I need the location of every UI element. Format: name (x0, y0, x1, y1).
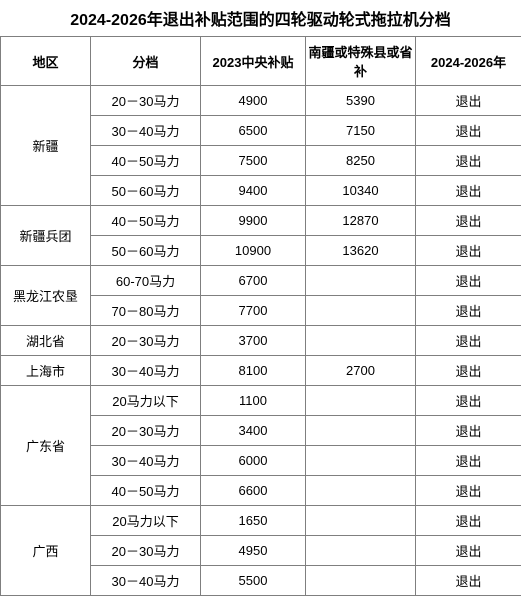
cell-special (306, 296, 416, 326)
cell-tier: 30－40马力 (91, 356, 201, 386)
cell-status: 退出 (416, 146, 521, 176)
cell-status: 退出 (416, 296, 521, 326)
cell-tier: 20马力以下 (91, 386, 201, 416)
cell-central: 9400 (201, 176, 306, 206)
cell-region: 广东省 (1, 386, 91, 506)
cell-status: 退出 (416, 206, 521, 236)
cell-region: 黑龙江农垦 (1, 266, 91, 326)
cell-central: 5500 (201, 566, 306, 596)
cell-tier: 30－40马力 (91, 566, 201, 596)
cell-central: 3700 (201, 326, 306, 356)
cell-special (306, 506, 416, 536)
cell-central: 10900 (201, 236, 306, 266)
header-row: 地区 分档 2023中央补贴 南疆或特殊县或省补 2024-2026年 (1, 37, 521, 86)
cell-central: 8100 (201, 356, 306, 386)
cell-region: 湖北省 (1, 326, 91, 356)
subsidy-table: 地区 分档 2023中央补贴 南疆或特殊县或省补 2024-2026年 新疆20… (0, 36, 521, 596)
cell-status: 退出 (416, 266, 521, 296)
cell-region: 上海市 (1, 356, 91, 386)
cell-status: 退出 (416, 326, 521, 356)
cell-central: 9900 (201, 206, 306, 236)
table-row: 新疆兵团40－50马力990012870退出 (1, 206, 521, 236)
cell-tier: 20－30马力 (91, 86, 201, 116)
cell-tier: 30－40马力 (91, 116, 201, 146)
cell-special: 12870 (306, 206, 416, 236)
header-special: 南疆或特殊县或省补 (306, 37, 416, 86)
cell-status: 退出 (416, 386, 521, 416)
cell-tier: 20－30马力 (91, 416, 201, 446)
cell-tier: 50－60马力 (91, 176, 201, 206)
cell-status: 退出 (416, 176, 521, 206)
table-row: 广西20马力以下1650退出 (1, 506, 521, 536)
cell-special: 2700 (306, 356, 416, 386)
cell-status: 退出 (416, 566, 521, 596)
cell-special (306, 416, 416, 446)
cell-special: 13620 (306, 236, 416, 266)
header-tier: 分档 (91, 37, 201, 86)
cell-special (306, 566, 416, 596)
cell-tier: 70－80马力 (91, 296, 201, 326)
cell-tier: 20马力以下 (91, 506, 201, 536)
cell-special: 5390 (306, 86, 416, 116)
cell-status: 退出 (416, 236, 521, 266)
cell-special (306, 266, 416, 296)
cell-status: 退出 (416, 86, 521, 116)
cell-status: 退出 (416, 506, 521, 536)
cell-region: 新疆兵团 (1, 206, 91, 266)
cell-tier: 40－50马力 (91, 476, 201, 506)
cell-tier: 40－50马力 (91, 146, 201, 176)
cell-central: 3400 (201, 416, 306, 446)
table-row: 黑龙江农垦60-70马力6700退出 (1, 266, 521, 296)
cell-central: 1650 (201, 506, 306, 536)
header-region: 地区 (1, 37, 91, 86)
cell-status: 退出 (416, 476, 521, 506)
table-row: 上海市30－40马力81002700退出 (1, 356, 521, 386)
cell-central: 4900 (201, 86, 306, 116)
cell-central: 1100 (201, 386, 306, 416)
table-row: 广东省20马力以下1100退出 (1, 386, 521, 416)
cell-special (306, 326, 416, 356)
cell-status: 退出 (416, 536, 521, 566)
cell-status: 退出 (416, 416, 521, 446)
cell-region: 广西 (1, 506, 91, 596)
cell-central: 7500 (201, 146, 306, 176)
cell-central: 7700 (201, 296, 306, 326)
cell-special (306, 386, 416, 416)
cell-special (306, 446, 416, 476)
cell-special (306, 476, 416, 506)
table-row: 新疆20－30马力49005390退出 (1, 86, 521, 116)
cell-tier: 50－60马力 (91, 236, 201, 266)
cell-tier: 60-70马力 (91, 266, 201, 296)
cell-central: 4950 (201, 536, 306, 566)
cell-central: 6500 (201, 116, 306, 146)
cell-tier: 20－30马力 (91, 536, 201, 566)
header-status: 2024-2026年 (416, 37, 521, 86)
cell-tier: 40－50马力 (91, 206, 201, 236)
cell-region: 新疆 (1, 86, 91, 206)
header-central: 2023中央补贴 (201, 37, 306, 86)
cell-status: 退出 (416, 356, 521, 386)
cell-special: 8250 (306, 146, 416, 176)
cell-special: 10340 (306, 176, 416, 206)
cell-special (306, 536, 416, 566)
cell-status: 退出 (416, 116, 521, 146)
cell-special: 7150 (306, 116, 416, 146)
table-title: 2024-2026年退出补贴范围的四轮驱动轮式拖拉机分档 (0, 0, 521, 36)
cell-central: 6700 (201, 266, 306, 296)
cell-central: 6000 (201, 446, 306, 476)
cell-tier: 30－40马力 (91, 446, 201, 476)
cell-tier: 20－30马力 (91, 326, 201, 356)
cell-status: 退出 (416, 446, 521, 476)
cell-central: 6600 (201, 476, 306, 506)
table-row: 湖北省20－30马力3700 退出 (1, 326, 521, 356)
